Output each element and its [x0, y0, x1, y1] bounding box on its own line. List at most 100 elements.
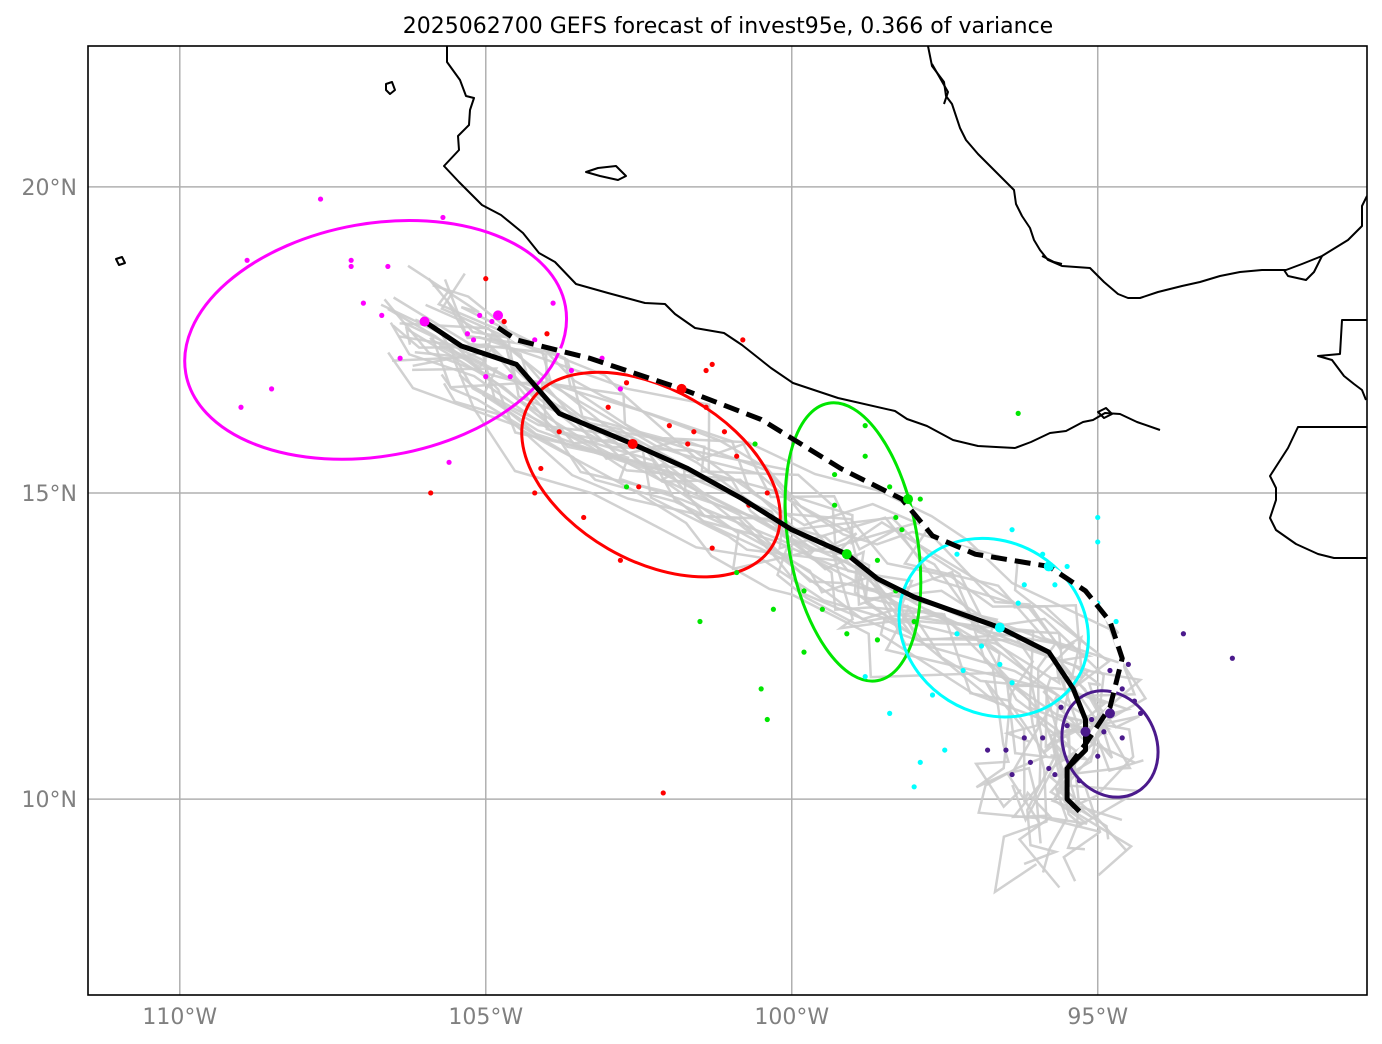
member-position-point [697, 618, 703, 625]
mean-tracks [419, 310, 1125, 814]
dashed-track-point [1104, 708, 1115, 719]
member-position-point [501, 318, 507, 325]
member-track [401, 320, 1140, 822]
member-position-point [1089, 716, 1095, 723]
axis-ticks: 110°W 105°W 100°W 95°W 20°N 15°N 10°N [22, 176, 1129, 1030]
member-position-point [685, 441, 691, 447]
member-position-point [709, 545, 715, 551]
member-position-point [1076, 778, 1082, 784]
gulf-of-mexico-coastline [927, 46, 1367, 299]
member-position-point [1137, 710, 1144, 716]
member-position-point [636, 484, 642, 490]
member-position-point [666, 423, 672, 429]
member-position-point [581, 514, 587, 521]
member-position-point [440, 214, 446, 221]
member-position-point [605, 404, 611, 410]
member-position-point [483, 276, 489, 282]
member-position-point [1101, 729, 1107, 735]
chart-title: 2025062700 GEFS forecast of invest95e, 0… [403, 14, 1053, 39]
dashed-track-point [1043, 561, 1054, 572]
island [1097, 407, 1113, 419]
member-position-point [929, 692, 936, 698]
member-position-point [317, 196, 324, 202]
member-position-point [917, 496, 923, 502]
member-position-point [978, 643, 985, 649]
member-position-point [1095, 753, 1101, 759]
member-position-point [691, 429, 697, 435]
uncertainty-ellipse [183, 219, 569, 461]
member-position-point [703, 367, 709, 374]
member-position-point [1119, 686, 1125, 692]
member-position-point [862, 453, 868, 459]
member-position-point [874, 557, 881, 563]
uncertainty-ellipse [520, 370, 782, 579]
member-position-point [470, 337, 477, 343]
member-position-point [1040, 551, 1046, 557]
member-position-point [1046, 765, 1052, 772]
member-position-point [740, 337, 746, 343]
member-position-point [997, 661, 1003, 667]
member-position-point [831, 471, 838, 478]
member-position-point [1009, 771, 1015, 778]
member-position-point [764, 490, 770, 496]
graticule [88, 46, 1367, 995]
member-position-point [911, 618, 917, 625]
solid-mean-track [423, 319, 1088, 814]
member-position-point [917, 759, 923, 765]
member-position-point [477, 312, 483, 318]
member-position-point [1229, 655, 1235, 661]
dashed-mean-track [496, 325, 1125, 771]
gulf-coast-detail [1283, 255, 1323, 281]
member-position-point [1119, 735, 1125, 741]
member-position-point [1052, 771, 1058, 778]
x-tick-label: 110°W [142, 1005, 217, 1030]
member-positions [238, 196, 1235, 796]
uncertainty-ellipses [183, 219, 1160, 799]
island [115, 256, 126, 266]
y-tick-label: 15°N [22, 482, 77, 507]
guatemala-border [1269, 426, 1367, 559]
uncertainty-ellipse [783, 401, 923, 683]
member-position-point [960, 667, 966, 674]
member-position-point [385, 263, 391, 270]
member-position-point [1040, 735, 1046, 741]
member-position-point [489, 318, 495, 325]
member-position-point [532, 337, 538, 343]
member-position-point [268, 386, 275, 392]
member-track [414, 318, 1060, 844]
member-position-point [1125, 661, 1131, 667]
member-track [380, 303, 1048, 819]
solid-track-point [994, 622, 1005, 633]
member-position-point [623, 484, 630, 490]
mexico-pacific-coastline [443, 46, 1161, 449]
gulf-coast-detail [931, 63, 949, 105]
member-position-point [911, 784, 917, 790]
member-position-point [862, 423, 868, 429]
member-position-point [660, 790, 666, 796]
member-track [404, 326, 1049, 820]
member-position-point [1095, 539, 1101, 545]
member-position-point [238, 404, 244, 410]
member-position-point [887, 710, 893, 716]
member-position-point [244, 257, 250, 263]
member-position-point [1107, 667, 1113, 674]
solid-track-point [627, 438, 638, 449]
member-position-point [397, 355, 403, 361]
dashed-track-point [676, 383, 687, 394]
member-position-point [544, 331, 550, 337]
member-position-point [819, 606, 825, 612]
member-position-point [1180, 631, 1187, 637]
member-track [392, 355, 1101, 833]
gulf-coast-detail [1041, 255, 1063, 265]
member-position-point [428, 490, 434, 496]
member-position-point [1021, 582, 1027, 588]
member-position-point [1009, 680, 1015, 686]
member-position-point [1027, 759, 1034, 765]
member-position-point [1064, 563, 1070, 570]
member-position-point [721, 429, 728, 435]
member-position-point [1113, 618, 1119, 625]
member-position-point [1015, 410, 1021, 416]
solid-track-point [419, 316, 430, 327]
member-position-point [942, 747, 948, 753]
coastlines [115, 46, 1367, 559]
